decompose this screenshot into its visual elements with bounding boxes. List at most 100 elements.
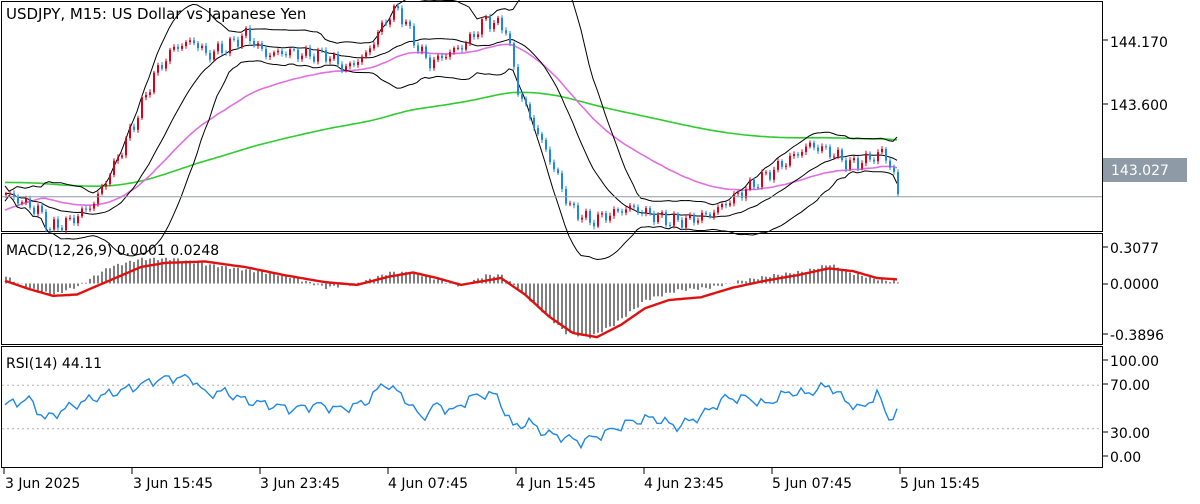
candle-body	[493, 23, 495, 30]
candle-body	[321, 49, 323, 51]
candle-body	[425, 46, 427, 58]
candle-body	[481, 19, 483, 35]
candle-body	[77, 216, 79, 224]
current-price-tag	[1103, 158, 1187, 182]
candle-body	[105, 183, 107, 187]
candle-body	[165, 61, 167, 69]
candle-body	[801, 152, 803, 156]
candle-body	[777, 161, 779, 170]
candle-body	[345, 66, 347, 71]
candle-body	[13, 193, 15, 197]
candle-body	[401, 8, 403, 25]
time-tick-label: 3 Jun 2025	[5, 476, 80, 492]
candle-body	[297, 49, 299, 60]
candle-body	[73, 217, 75, 224]
candle-body	[201, 45, 203, 49]
candle-body	[49, 229, 51, 231]
candle-body	[881, 149, 883, 153]
candle-body	[161, 65, 163, 69]
candle-body	[197, 43, 199, 49]
candle-body	[373, 44, 375, 49]
candle-body	[269, 55, 271, 57]
macd-tick-label: 0.0000	[1110, 277, 1159, 293]
candle-body	[261, 43, 263, 49]
rsi-line	[4, 373, 898, 450]
candle-body	[317, 49, 319, 62]
macd-tick-label: 0.3077	[1110, 241, 1159, 257]
price-panel-frame	[1, 1, 1103, 232]
current-price-label: 143.027	[1111, 163, 1169, 179]
candle-body	[513, 43, 515, 67]
candle-body	[189, 40, 191, 42]
candle-body	[349, 63, 351, 67]
candle-body	[81, 208, 83, 217]
candle-body	[649, 208, 651, 214]
candle-body	[193, 40, 195, 44]
macd-signal-line	[4, 260, 898, 339]
candle-body	[601, 213, 603, 215]
candle-body	[581, 217, 583, 220]
candle-body	[797, 154, 799, 156]
candle-body	[869, 153, 871, 160]
candle-body	[301, 55, 303, 60]
candle-body	[873, 159, 875, 162]
candle-body	[441, 55, 443, 59]
candle-body	[181, 46, 183, 49]
candle-body	[333, 53, 335, 59]
candle-body	[277, 50, 279, 53]
candle-body	[449, 52, 451, 57]
candle-body	[265, 48, 267, 57]
rsi-tick-label: 0.00	[1110, 450, 1141, 466]
candle-body	[505, 30, 507, 34]
candle-body	[393, 5, 395, 20]
candle-body	[693, 214, 695, 223]
candle-body	[293, 49, 295, 51]
candle-body	[177, 46, 179, 49]
rsi-tick-label: 30.00	[1110, 426, 1150, 442]
candle-body	[753, 179, 755, 187]
candle-body	[841, 149, 843, 161]
time-tick-label: 3 Jun 15:45	[133, 476, 213, 492]
candle-body	[741, 192, 743, 199]
candle-body	[85, 208, 87, 210]
candle-body	[865, 153, 867, 164]
candle-body	[569, 203, 571, 205]
candle-body	[677, 213, 679, 220]
candle-body	[529, 104, 531, 118]
candle-body	[249, 28, 251, 41]
candle-body	[617, 209, 619, 212]
candle-body	[329, 58, 331, 62]
time-tick-label: 5 Jun 15:45	[900, 476, 980, 492]
candle-body	[17, 196, 19, 204]
candle-body	[689, 214, 691, 218]
candle-body	[497, 17, 499, 23]
candle-body	[245, 28, 247, 36]
candle-body	[221, 43, 223, 53]
candle-body	[621, 211, 623, 213]
candle-body	[637, 207, 639, 213]
candle-body	[721, 204, 723, 208]
candle-body	[389, 19, 391, 25]
candle-body	[701, 212, 703, 221]
candle-body	[65, 218, 67, 231]
candle-body	[145, 94, 147, 98]
candle-body	[861, 163, 863, 169]
candle-body	[473, 33, 475, 37]
macd-series	[4, 257, 899, 339]
candle-body	[93, 203, 95, 209]
candle-body	[501, 17, 503, 31]
candle-body	[833, 156, 835, 158]
candle-body	[597, 214, 599, 227]
candle-body	[557, 169, 559, 174]
candle-body	[681, 219, 683, 228]
candle-body	[285, 54, 287, 56]
rsi-panel-frame	[1, 346, 1103, 468]
candle-body	[477, 34, 479, 37]
candle-body	[141, 97, 143, 118]
candle-body	[469, 33, 471, 44]
candle-body	[133, 126, 135, 130]
candle-body	[577, 205, 579, 220]
candle-body	[45, 211, 47, 230]
